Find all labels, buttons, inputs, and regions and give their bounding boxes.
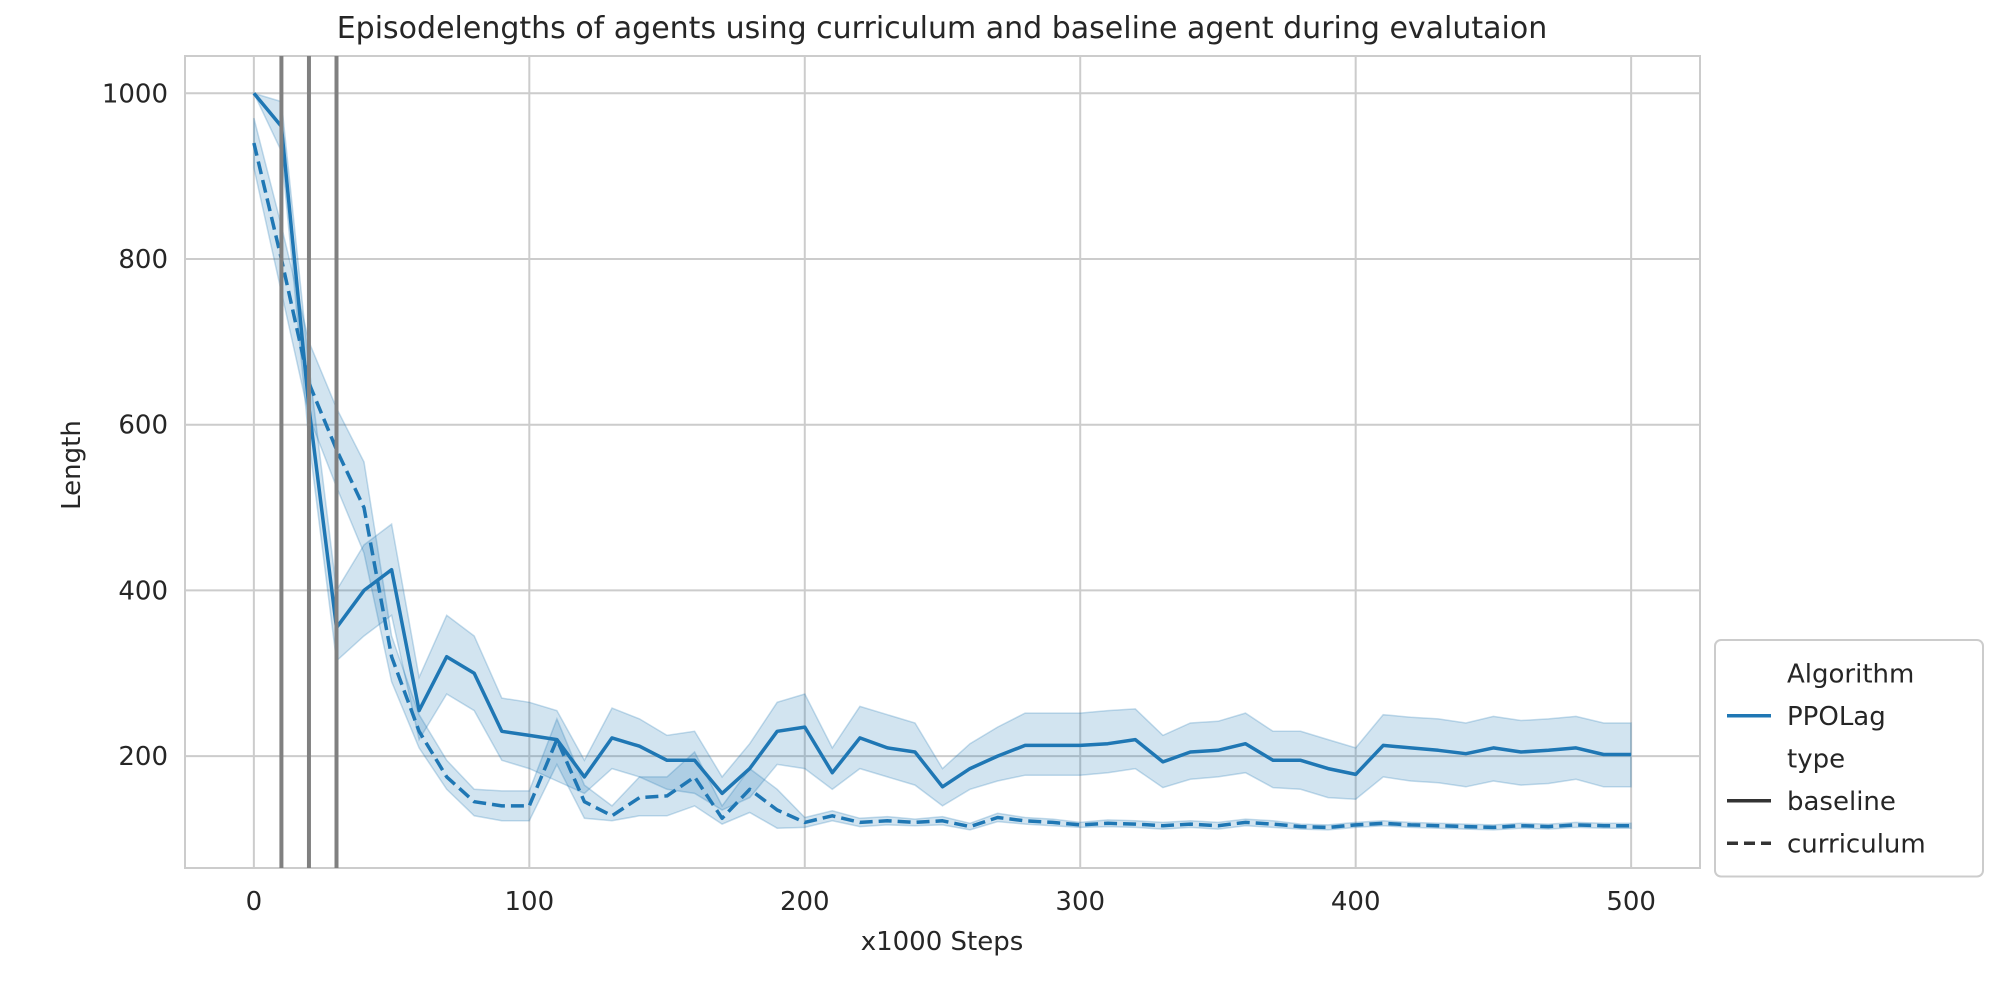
y-tick-label: 200 [118, 742, 168, 772]
y-tick-label: 600 [118, 411, 168, 441]
confidence-band-curriculum [253, 117, 1632, 831]
series-line-baseline [252, 92, 1632, 796]
x-tick-label: 400 [1331, 887, 1381, 917]
plot-area [184, 55, 1701, 869]
legend-label: Algorithm [1787, 659, 1914, 689]
x-tick-label: 500 [1606, 887, 1656, 917]
x-tick-label: 300 [1055, 887, 1105, 917]
y-tick-label: 800 [118, 245, 168, 275]
chart-title: Episodelengths of agents using curriculu… [337, 11, 1548, 46]
grid [185, 56, 1700, 868]
legend: Algorithm PPOLag type baseline curriculum [1714, 639, 1984, 878]
x-tick-label: 200 [780, 887, 830, 917]
legend-label: baseline [1787, 787, 1896, 817]
legend-label: PPOLag [1787, 702, 1886, 732]
y-axis-label: Length [57, 420, 87, 510]
x-tick-label: 0 [246, 887, 263, 917]
vertical-markers [279, 56, 339, 868]
x-tick-label: 100 [504, 887, 554, 917]
series-line-curriculum [252, 142, 1632, 830]
legend-label: curriculum [1787, 829, 1926, 859]
legend-label: type [1787, 744, 1845, 774]
y-tick-label: 1000 [102, 79, 168, 109]
series-lines [252, 92, 1632, 830]
tick-labels: 0 100 200 300 400 500 200 400 600 800 1000 [102, 79, 1656, 917]
y-tick-label: 400 [118, 576, 168, 606]
x-axis-label: x1000 Steps [861, 927, 1024, 957]
legend-box [1714, 639, 1984, 878]
